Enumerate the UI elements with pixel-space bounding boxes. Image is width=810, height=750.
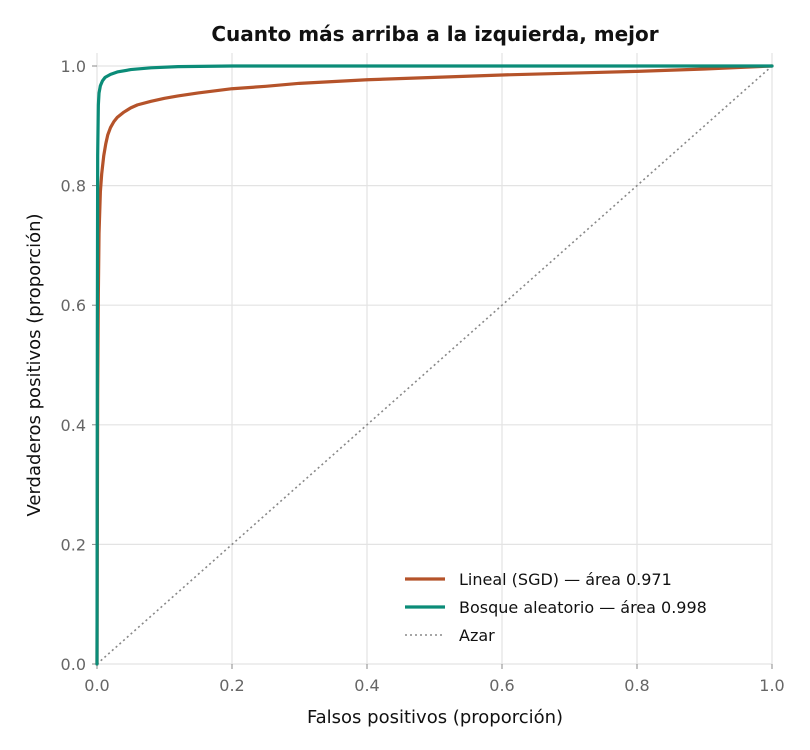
x-tick-label: 1.0 (759, 676, 784, 695)
series-line-1 (95, 64, 774, 666)
y-tick-label: 0.0 (61, 655, 86, 674)
x-tick-label: 0.2 (219, 676, 244, 695)
y-tick-label: 0.2 (61, 535, 86, 554)
y-tick-label: 1.0 (61, 57, 86, 76)
x-tick-label: 0.8 (624, 676, 649, 695)
legend-entry-2: Azar (459, 626, 495, 645)
series-line-0 (95, 64, 774, 666)
x-tick-label: 0.0 (84, 676, 109, 695)
x-axis-label: Falsos positivos (proporción) (307, 707, 563, 728)
x-tick-label: 0.6 (489, 676, 514, 695)
x-tick-label: 0.4 (354, 676, 379, 695)
legend: Lineal (SGD) — área 0.971 Bosque aleatori… (405, 570, 707, 645)
y-tick-label: 0.8 (61, 177, 86, 196)
chart-title: Cuanto más arriba a la izquierda, mejor (211, 22, 658, 46)
series-lines (95, 64, 774, 666)
y-axis-label: Verdaderos positivos (proporción) (24, 213, 45, 516)
y-tick-label: 0.6 (61, 296, 86, 315)
y-tick-label: 0.4 (61, 416, 86, 435)
series-line-2 (96, 65, 773, 665)
legend-entry-0: Lineal (SGD) — área 0.971 (459, 570, 672, 589)
axis-ticks: 0.0 0.2 0.4 0.6 0.8 1.0 0.0 0.2 0.4 0.6 0.8 1.0 (61, 57, 785, 695)
legend-entry-1: Bosque aleatorio — área 0.998 (459, 598, 707, 617)
